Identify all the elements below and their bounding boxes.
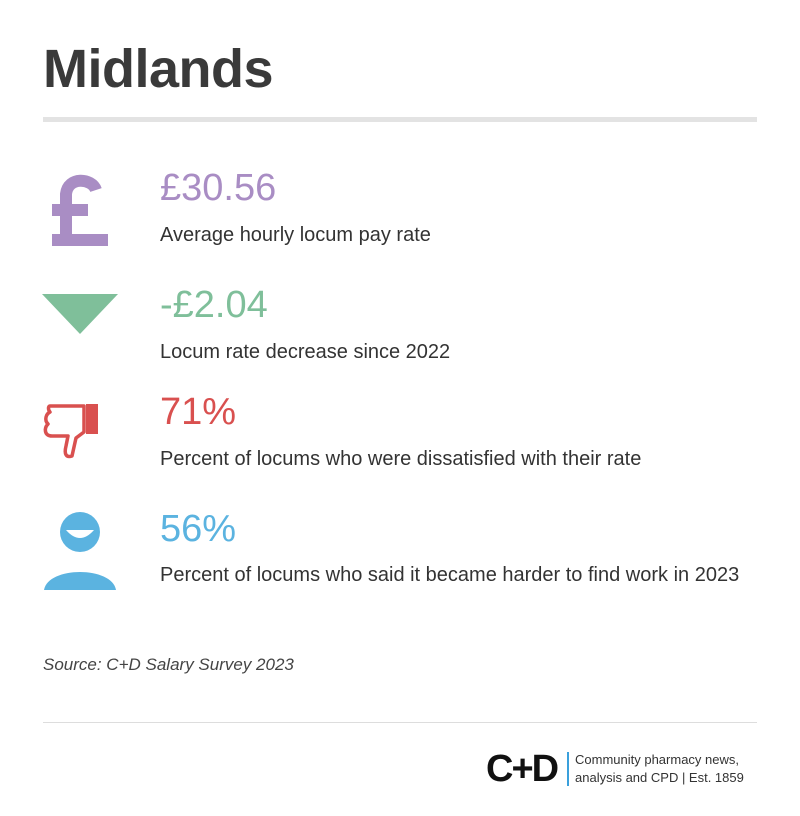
stat-value: £30.56 xyxy=(160,167,277,209)
stat-label: Locum rate decrease since 2022 xyxy=(160,341,451,363)
tagline: analysis and CPD | Est. 1859 xyxy=(575,770,744,785)
stat-value: -£2.04 xyxy=(160,284,268,326)
down-triangle-icon xyxy=(42,294,118,334)
stat-value: 56% xyxy=(160,508,237,550)
stat-label: Percent of locums who said it became har… xyxy=(160,564,740,586)
tagline: Community pharmacy news, xyxy=(575,752,739,767)
logo-bar xyxy=(567,752,569,786)
stat-label: Percent of locums who were dissatisfied … xyxy=(160,448,642,470)
divider xyxy=(43,722,757,723)
stat-label: Average hourly locum pay rate xyxy=(160,224,431,246)
thumbs-down-icon xyxy=(43,404,98,459)
title: Midlands xyxy=(43,39,274,99)
person-icon xyxy=(44,512,116,590)
source: Source: C+D Salary Survey 2023 xyxy=(43,655,294,674)
pound-icon xyxy=(52,174,108,246)
stat-value: 71% xyxy=(160,391,237,433)
divider xyxy=(43,117,757,122)
logo: C+D xyxy=(486,748,559,790)
